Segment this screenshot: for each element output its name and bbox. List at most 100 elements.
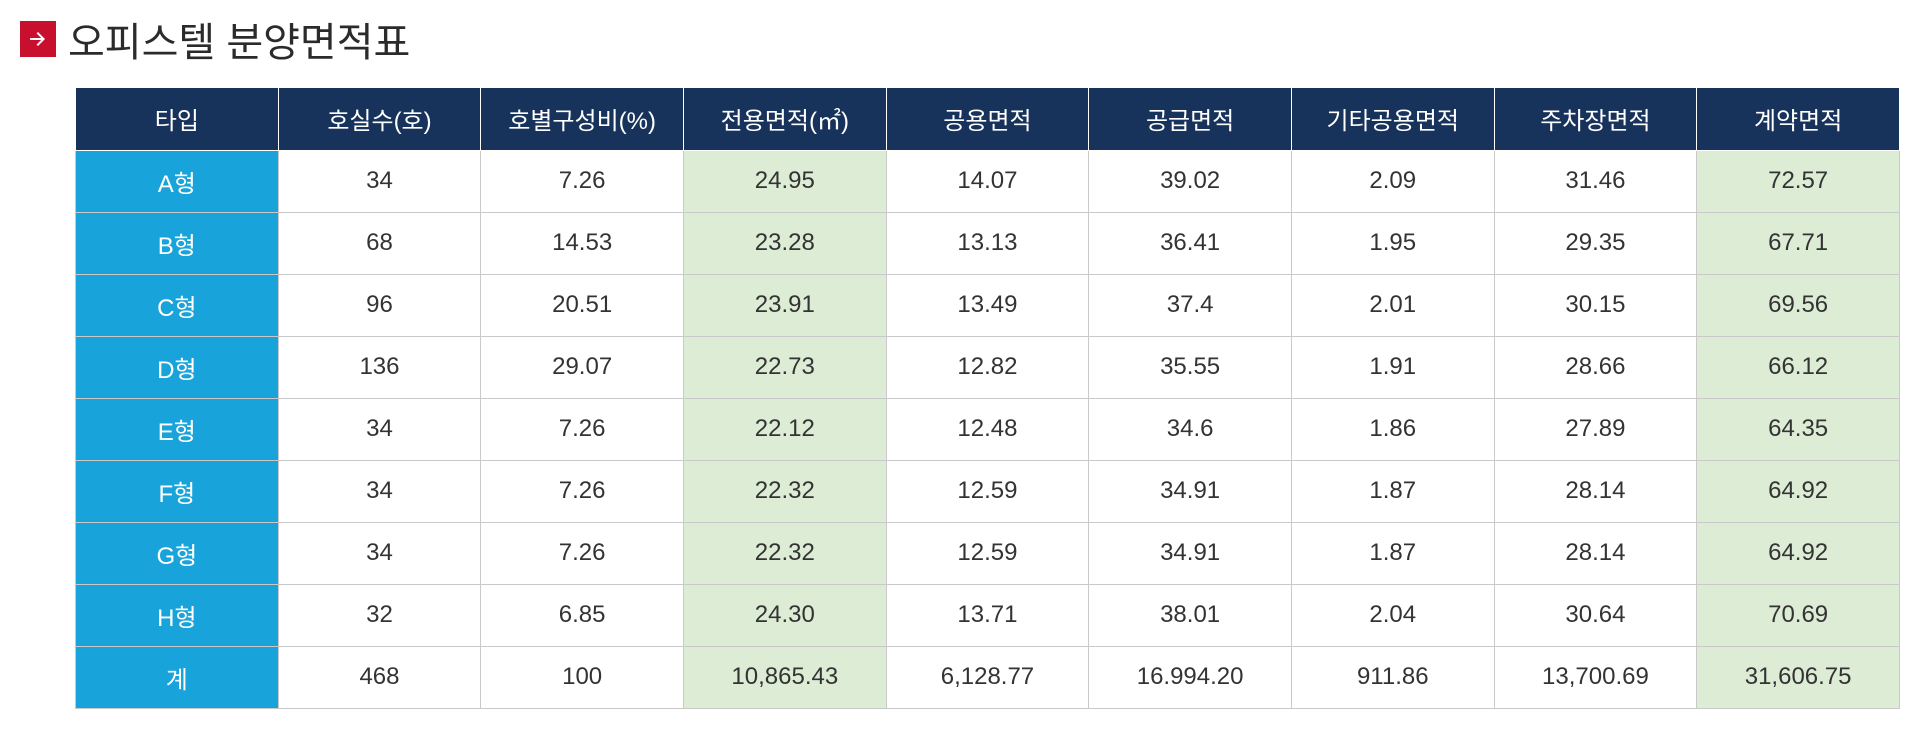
table-cell: 1.86 <box>1291 398 1494 460</box>
col-header: 공용면적 <box>886 88 1089 150</box>
table-cell: 12.48 <box>886 398 1089 460</box>
table-cell: 6,128.77 <box>886 646 1089 708</box>
table-cell: 13.13 <box>886 212 1089 274</box>
table-row: F형347.2622.3212.5934.911.8728.1464.92 <box>76 460 1900 522</box>
table-cell: 72.57 <box>1697 150 1900 212</box>
table-cell: 136 <box>278 336 481 398</box>
table-cell: 7.26 <box>481 522 684 584</box>
table-cell: 28.14 <box>1494 460 1697 522</box>
col-header: 타입 <box>76 88 279 150</box>
col-header: 공급면적 <box>1089 88 1292 150</box>
table-cell: 34 <box>278 522 481 584</box>
table-cell: 12.59 <box>886 522 1089 584</box>
table-body: A형347.2624.9514.0739.022.0931.4672.57B형6… <box>76 150 1900 708</box>
table-row: 계46810010,865.436,128.7716.994.20911.861… <box>76 646 1900 708</box>
table-row: E형347.2622.1212.4834.61.8627.8964.35 <box>76 398 1900 460</box>
table-row: B형6814.5323.2813.1336.411.9529.3567.71 <box>76 212 1900 274</box>
page-root: 오피스텔 분양면적표 타입호실수(호)호별구성비(%)전용면적(㎡)공용면적공급… <box>20 10 1900 709</box>
row-label: E형 <box>76 398 279 460</box>
table-cell: 30.15 <box>1494 274 1697 336</box>
table-cell: 68 <box>278 212 481 274</box>
row-label: C형 <box>76 274 279 336</box>
table-row: D형13629.0722.7312.8235.551.9128.6666.12 <box>76 336 1900 398</box>
table-cell: 23.91 <box>683 274 886 336</box>
table-cell: 27.89 <box>1494 398 1697 460</box>
table-cell: 6.85 <box>481 584 684 646</box>
table-cell: 28.66 <box>1494 336 1697 398</box>
col-header: 호별구성비(%) <box>481 88 684 150</box>
arrow-right-icon <box>20 21 56 57</box>
col-header: 전용면적(㎡) <box>683 88 886 150</box>
table-cell: 22.12 <box>683 398 886 460</box>
table-cell: 34.91 <box>1089 522 1292 584</box>
table-cell: 30.64 <box>1494 584 1697 646</box>
table-cell: 96 <box>278 274 481 336</box>
table-cell: 31,606.75 <box>1697 646 1900 708</box>
table-cell: 22.32 <box>683 460 886 522</box>
table-cell: 22.32 <box>683 522 886 584</box>
row-label: B형 <box>76 212 279 274</box>
table-cell: 64.92 <box>1697 460 1900 522</box>
table-cell: 39.02 <box>1089 150 1292 212</box>
table-cell: 35.55 <box>1089 336 1292 398</box>
table-cell: 911.86 <box>1291 646 1494 708</box>
table-cell: 23.28 <box>683 212 886 274</box>
table-cell: 13,700.69 <box>1494 646 1697 708</box>
table-cell: 13.49 <box>886 274 1089 336</box>
col-header: 계약면적 <box>1697 88 1900 150</box>
table-cell: 2.04 <box>1291 584 1494 646</box>
table-cell: 1.91 <box>1291 336 1494 398</box>
table-cell: 66.12 <box>1697 336 1900 398</box>
table-cell: 1.87 <box>1291 522 1494 584</box>
table-cell: 24.30 <box>683 584 886 646</box>
table-cell: 70.69 <box>1697 584 1900 646</box>
table-cell: 22.73 <box>683 336 886 398</box>
table-cell: 1.87 <box>1291 460 1494 522</box>
table-row: G형347.2622.3212.5934.911.8728.1464.92 <box>76 522 1900 584</box>
table-cell: 34 <box>278 150 481 212</box>
table-cell: 37.4 <box>1089 274 1292 336</box>
table-cell: 7.26 <box>481 460 684 522</box>
table-cell: 2.01 <box>1291 274 1494 336</box>
table-cell: 14.07 <box>886 150 1089 212</box>
col-header: 호실수(호) <box>278 88 481 150</box>
page-title: 오피스텔 분양면적표 <box>68 10 410 68</box>
table-row: C형9620.5123.9113.4937.42.0130.1569.56 <box>76 274 1900 336</box>
table-cell: 34 <box>278 398 481 460</box>
table-cell: 64.92 <box>1697 522 1900 584</box>
table-cell: 1.95 <box>1291 212 1494 274</box>
table-cell: 67.71 <box>1697 212 1900 274</box>
row-label: H형 <box>76 584 279 646</box>
table-cell: 34 <box>278 460 481 522</box>
table-header-row: 타입호실수(호)호별구성비(%)전용면적(㎡)공용면적공급면적기타공용면적주차장… <box>76 88 1900 150</box>
table-header: 타입호실수(호)호별구성비(%)전용면적(㎡)공용면적공급면적기타공용면적주차장… <box>76 88 1900 150</box>
table-cell: 12.82 <box>886 336 1089 398</box>
table-cell: 38.01 <box>1089 584 1292 646</box>
row-label: D형 <box>76 336 279 398</box>
table-cell: 20.51 <box>481 274 684 336</box>
table-cell: 14.53 <box>481 212 684 274</box>
table-cell: 13.71 <box>886 584 1089 646</box>
table-cell: 64.35 <box>1697 398 1900 460</box>
table-cell: 10,865.43 <box>683 646 886 708</box>
row-label: 계 <box>76 646 279 708</box>
table-cell: 29.07 <box>481 336 684 398</box>
row-label: A형 <box>76 150 279 212</box>
table-cell: 31.46 <box>1494 150 1697 212</box>
area-table: 타입호실수(호)호별구성비(%)전용면적(㎡)공용면적공급면적기타공용면적주차장… <box>75 88 1900 709</box>
table-cell: 100 <box>481 646 684 708</box>
table-cell: 12.59 <box>886 460 1089 522</box>
row-label: F형 <box>76 460 279 522</box>
table-cell: 32 <box>278 584 481 646</box>
table-row: A형347.2624.9514.0739.022.0931.4672.57 <box>76 150 1900 212</box>
table-cell: 24.95 <box>683 150 886 212</box>
table-cell: 34.6 <box>1089 398 1292 460</box>
table-cell: 36.41 <box>1089 212 1292 274</box>
table-cell: 29.35 <box>1494 212 1697 274</box>
col-header: 기타공용면적 <box>1291 88 1494 150</box>
table-cell: 7.26 <box>481 150 684 212</box>
title-row: 오피스텔 분양면적표 <box>20 10 1900 68</box>
table-cell: 28.14 <box>1494 522 1697 584</box>
table-row: H형326.8524.3013.7138.012.0430.6470.69 <box>76 584 1900 646</box>
table-cell: 468 <box>278 646 481 708</box>
